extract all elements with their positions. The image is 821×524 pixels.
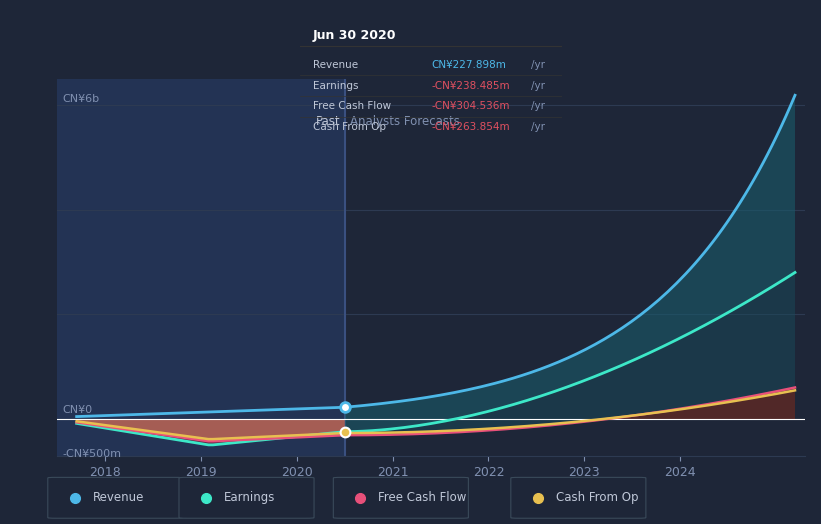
Text: /yr: /yr — [531, 101, 545, 111]
Text: Cash From Op: Cash From Op — [313, 122, 386, 132]
Bar — [57, 79, 345, 456]
FancyBboxPatch shape — [333, 477, 468, 518]
Text: /yr: /yr — [531, 60, 545, 70]
Text: CN¥227.898m: CN¥227.898m — [431, 60, 506, 70]
FancyBboxPatch shape — [179, 477, 314, 518]
Text: -CN¥500m: -CN¥500m — [62, 449, 122, 458]
Text: Past: Past — [315, 115, 340, 128]
Text: Free Cash Flow: Free Cash Flow — [313, 101, 391, 111]
Text: Earnings: Earnings — [224, 492, 275, 504]
Text: Earnings: Earnings — [313, 81, 358, 91]
Text: -CN¥263.854m: -CN¥263.854m — [431, 122, 510, 132]
Text: -CN¥304.536m: -CN¥304.536m — [431, 101, 510, 111]
Text: CN¥6b: CN¥6b — [62, 94, 99, 104]
FancyBboxPatch shape — [48, 477, 183, 518]
Text: /yr: /yr — [531, 122, 545, 132]
Text: Free Cash Flow: Free Cash Flow — [378, 492, 466, 504]
Text: Cash From Op: Cash From Op — [556, 492, 638, 504]
Text: Analysts Forecasts: Analysts Forecasts — [350, 115, 460, 128]
FancyBboxPatch shape — [511, 477, 646, 518]
Text: Jun 30 2020: Jun 30 2020 — [313, 29, 397, 42]
Text: Revenue: Revenue — [313, 60, 358, 70]
Text: /yr: /yr — [531, 81, 545, 91]
Text: CN¥0: CN¥0 — [62, 405, 93, 415]
Text: Revenue: Revenue — [93, 492, 144, 504]
Text: -CN¥238.485m: -CN¥238.485m — [431, 81, 510, 91]
